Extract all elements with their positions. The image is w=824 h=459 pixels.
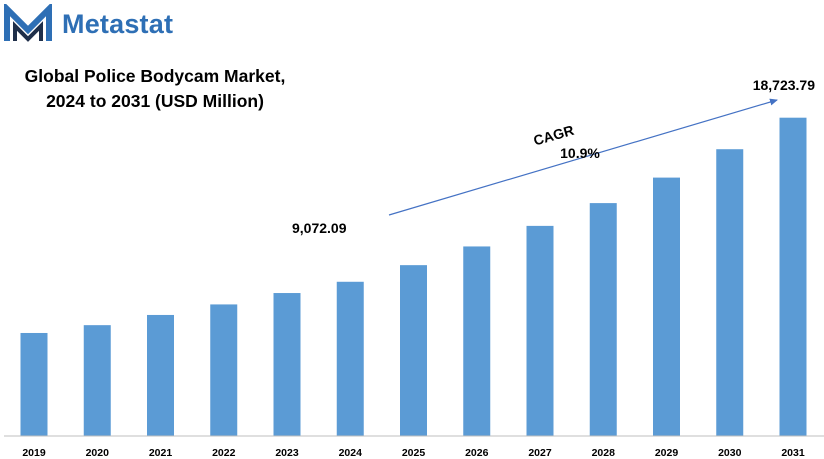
chart-title-line-2: 2024 to 2031 (USD Million) [46,91,264,111]
x-tick-label-2026: 2026 [465,447,489,459]
bar-2027 [526,225,554,436]
bar-2030 [716,149,744,436]
brand-logo: Metastat [4,4,173,44]
bar-2021 [147,314,174,436]
bar-2022 [210,304,238,436]
x-tick-label-2023: 2023 [275,447,299,459]
cagr-value: 10.9% [560,145,600,161]
x-tick-label-2030: 2030 [718,447,742,459]
bar-series [20,117,807,437]
bar-2028 [589,203,617,436]
x-tick-label-2031: 2031 [781,447,805,459]
x-tick-label-2022: 2022 [212,447,236,459]
bar-2025 [400,265,427,436]
cagr-arrow [388,98,778,216]
bar-2031 [779,117,807,437]
bar-2024 [336,281,364,436]
x-tick-label-2029: 2029 [655,447,679,459]
brand-name: Metastat [62,8,174,39]
x-tick-label-2028: 2028 [592,447,616,459]
data-labels: 9,072.09 18,723.79 [292,77,815,236]
data-label-2024: 9,072.09 [292,220,347,236]
bar-2020 [83,325,111,436]
x-tick-label-2019: 2019 [22,447,46,459]
bar-2019 [20,332,48,436]
x-tick-label-2020: 2020 [86,447,110,459]
x-tick-label-2025: 2025 [402,447,426,459]
bar-2023 [273,293,301,436]
x-tick-label-2021: 2021 [149,447,173,459]
bar-2029 [653,177,680,436]
x-tick-label-2024: 2024 [339,447,363,459]
x-tick-label-2027: 2027 [528,447,552,459]
bar-2026 [463,246,491,436]
x-axis-tick-labels: 2019 2020 2021 2022 2023 2024 2025 2026 2027 2028… [22,447,805,459]
chart-title: Global Police Bodycam Market, 2024 to 20… [10,64,300,114]
metastat-m-logo-icon [4,4,52,42]
data-label-2031: 18,723.79 [753,77,815,93]
chart-title-line-1: Global Police Bodycam Market, [24,66,286,86]
